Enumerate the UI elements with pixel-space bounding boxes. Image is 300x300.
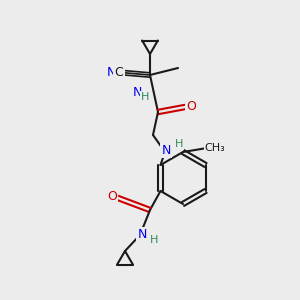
Text: CH₃: CH₃ [205, 143, 225, 153]
Text: N: N [106, 65, 116, 79]
Text: N: N [132, 86, 142, 100]
Text: H: H [175, 139, 183, 149]
Text: O: O [107, 190, 117, 202]
Text: C: C [115, 65, 123, 79]
Text: N: N [137, 229, 147, 242]
Text: H: H [150, 235, 158, 245]
Text: O: O [186, 100, 196, 113]
Text: N: N [161, 143, 171, 157]
Text: H: H [141, 92, 149, 102]
